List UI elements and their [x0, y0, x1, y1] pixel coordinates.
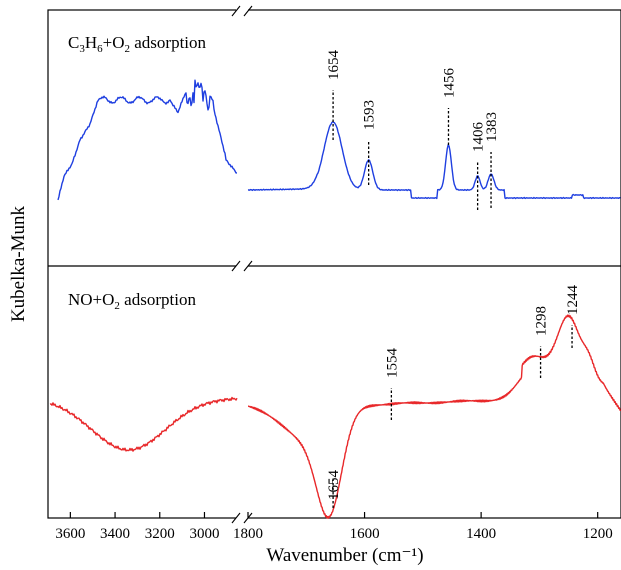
annotation-label-top-1383: 1383: [484, 112, 500, 142]
x-tick-label-right-1200: 1200: [583, 526, 613, 542]
x-tick-label-left-3400: 3400: [100, 526, 130, 542]
series-line-bottom-right: [248, 314, 621, 519]
annotation-label-bottom-1654: 1654: [326, 470, 342, 501]
annotation-label-bottom-1298: 1298: [534, 306, 550, 336]
annotation-label-top-1406: 1406: [471, 122, 487, 153]
x-axis-label: Wavenumber (cm⁻¹): [266, 545, 423, 566]
annotation-label-bottom-1244: 1244: [565, 285, 581, 316]
annotation-label-top-1456: 1456: [441, 68, 457, 99]
x-tick-label-left-3600: 3600: [55, 526, 85, 542]
plot-frame: [47, 9, 621, 519]
x-tick-label-right-1800: 1800: [233, 526, 263, 542]
series-line-bottom-left: [49, 396, 238, 452]
panel-label-top: C3H6+O2 adsorption: [68, 33, 207, 55]
annotation-label-top-1654: 1654: [326, 50, 342, 81]
x-tick-label-right-1400: 1400: [466, 526, 496, 542]
x-axis-ticks: 3600 3400 3200 3000 1800 1600 1400 1200: [55, 512, 613, 542]
annotation-label-bottom-1554: 1554: [384, 348, 400, 379]
annotation-label-top-1593: 1593: [362, 100, 378, 130]
x-tick-label-right-1600: 1600: [350, 526, 380, 542]
y-axis-label: Kubelka-Munk: [8, 205, 29, 322]
axis-break-top: [231, 5, 253, 17]
x-tick-label-left-3000: 3000: [189, 526, 219, 542]
axis-break-middle: [231, 260, 253, 272]
series-line-top-right: [247, 121, 621, 200]
series-line-top-left: [57, 79, 237, 201]
panel-label-bottom: NO+O2 adsorption: [68, 290, 196, 312]
x-tick-label-left-3200: 3200: [145, 526, 175, 542]
